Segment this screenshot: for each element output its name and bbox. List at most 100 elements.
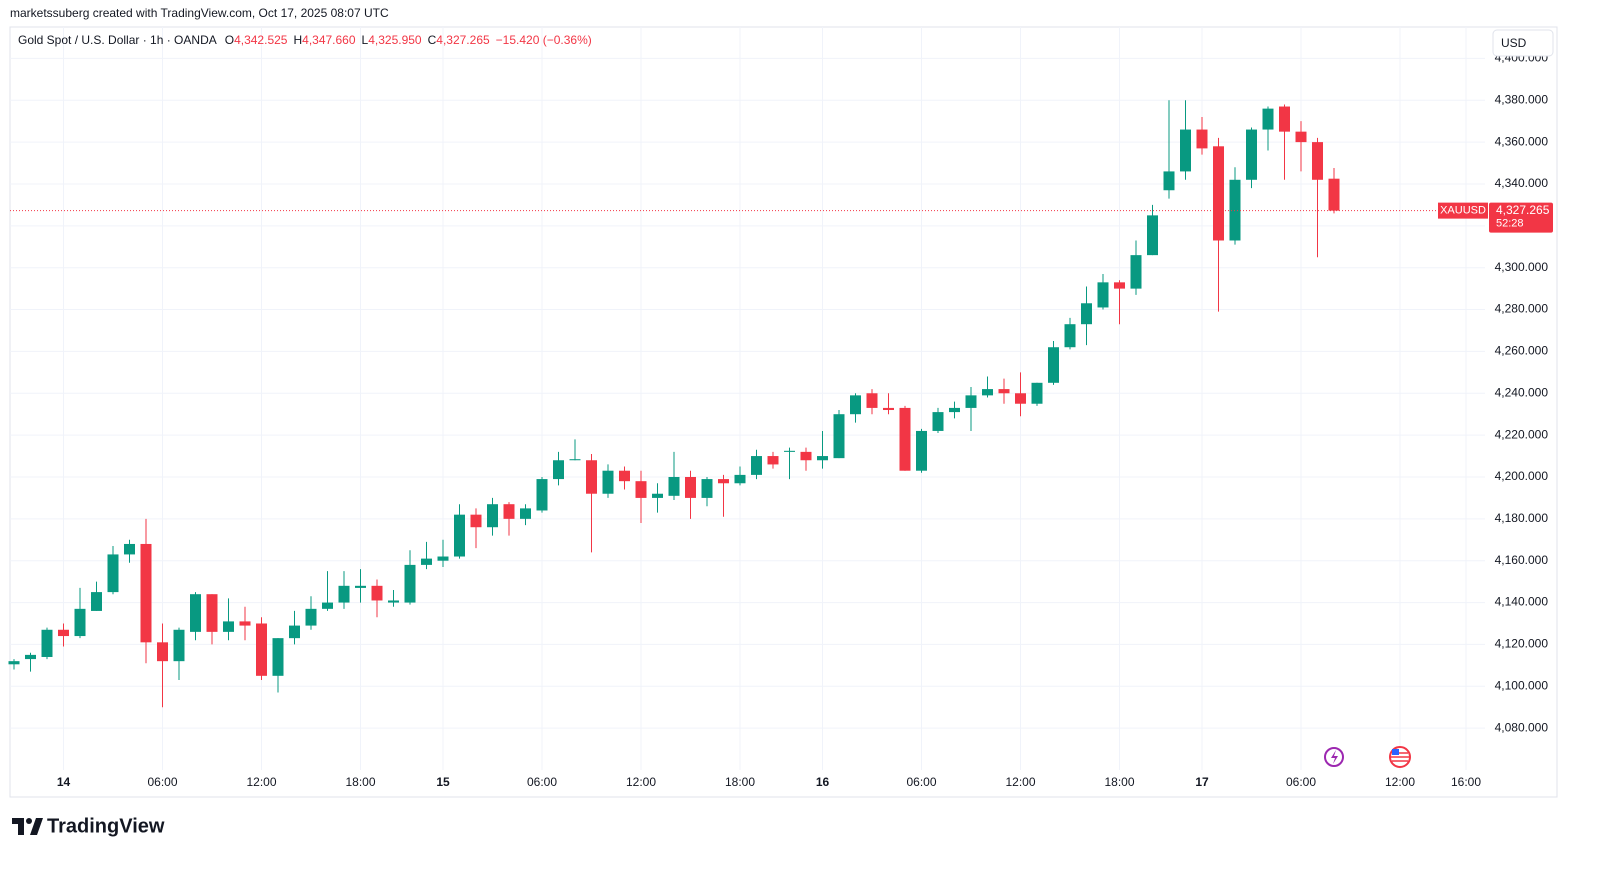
currency-label[interactable]: USD	[1501, 36, 1527, 50]
candle-body	[8, 661, 20, 665]
candle-body	[553, 460, 564, 480]
legend-key: O	[225, 33, 234, 47]
candle-body	[701, 479, 713, 498]
candle-body	[1081, 303, 1092, 325]
x-tick-label: 06:00	[147, 775, 177, 789]
candle-body	[932, 412, 944, 431]
candle-body	[470, 514, 482, 528]
candle-body	[256, 623, 267, 676]
candle-body	[718, 479, 729, 484]
candle-body	[536, 479, 548, 511]
x-tick-label: 12:00	[1005, 775, 1035, 789]
candle-body	[1196, 129, 1208, 149]
candle-body	[58, 629, 69, 637]
y-tick-label: 4,380.000	[1495, 92, 1549, 106]
candle-body	[899, 407, 911, 471]
y-tick-label: 4,300.000	[1495, 260, 1549, 274]
candle-body	[1279, 106, 1290, 132]
x-tick-label: 06:00	[1286, 775, 1316, 789]
candle-body	[949, 407, 960, 413]
candle-body	[833, 414, 845, 459]
candle-body	[866, 393, 878, 408]
legend-title: Gold Spot / U.S. Dollar · 1h · OANDA	[18, 33, 217, 47]
candle-body	[1295, 131, 1307, 143]
candle-body	[1328, 178, 1340, 211]
y-tick-label: 4,140.000	[1495, 595, 1549, 609]
candle-body	[734, 474, 746, 484]
candle-body	[371, 585, 383, 601]
candle-body	[239, 621, 251, 626]
candle-body	[173, 629, 185, 662]
candle-body	[586, 460, 597, 494]
candle-body	[800, 451, 812, 461]
candle-body	[602, 470, 614, 494]
candle-body	[1130, 255, 1142, 289]
legend-key: L	[362, 33, 369, 47]
candle-body	[355, 585, 366, 588]
candle-body	[784, 450, 795, 452]
countdown-label: 52:28	[1496, 218, 1524, 230]
candle-body	[487, 504, 498, 528]
candle-body	[1180, 129, 1191, 172]
y-tick-label: 4,360.000	[1495, 134, 1549, 148]
candle-body	[1312, 142, 1323, 180]
y-tick-label: 4,240.000	[1495, 385, 1549, 399]
candle-body	[1097, 282, 1109, 308]
legend-change: −15.420 (−0.36%)	[496, 33, 592, 47]
symbol-tag	[1438, 202, 1488, 219]
x-tick-label: 12:00	[1385, 775, 1415, 789]
candle-body	[619, 470, 630, 482]
legend-key: C	[428, 33, 437, 47]
y-tick-label: 4,180.000	[1495, 511, 1549, 525]
x-tick-label: 16:00	[1451, 775, 1481, 789]
legend-value: 4,325.950	[368, 33, 422, 47]
logo: TradingView	[12, 815, 165, 837]
candle-body	[437, 556, 449, 561]
candle-body	[41, 629, 53, 657]
legend-value: 4,327.265	[436, 33, 490, 47]
legend-value: 4,342.525	[234, 33, 288, 47]
candle-body	[1015, 393, 1026, 404]
event-icon[interactable]	[1324, 747, 1344, 767]
candle-body	[817, 456, 828, 461]
candle-body	[322, 602, 333, 609]
candle-body	[850, 395, 861, 415]
candle-body	[965, 395, 977, 408]
y-tick-label: 4,200.000	[1495, 469, 1549, 483]
candle-body	[916, 430, 927, 471]
logo-text: TradingView	[47, 815, 165, 837]
candle-body	[74, 608, 86, 637]
candle-body	[272, 638, 284, 676]
candle-body	[338, 585, 350, 603]
candle-body	[25, 654, 36, 660]
x-tick-label: 17	[1195, 775, 1209, 789]
candles	[8, 100, 1340, 708]
candle-body	[140, 543, 152, 643]
candle-body	[223, 621, 234, 632]
y-tick-label: 4,260.000	[1495, 344, 1549, 358]
candle-body	[388, 600, 399, 603]
candle-body	[107, 554, 119, 593]
x-tick-label: 18:00	[725, 775, 755, 789]
price-tag	[1489, 202, 1553, 233]
event-icon-glyph	[1331, 750, 1338, 764]
candle-body	[91, 592, 102, 611]
y-tick-label: 4,160.000	[1495, 553, 1549, 567]
symbol-label: XAUUSD	[1440, 205, 1486, 217]
event-icons	[1324, 746, 1411, 768]
y-tick-label: 4,080.000	[1495, 720, 1549, 734]
candle-body	[1048, 347, 1059, 383]
currency-button[interactable]	[1492, 29, 1554, 57]
candle-body	[157, 642, 168, 662]
flag-canton	[1392, 749, 1399, 755]
candle-body	[289, 625, 300, 639]
candle-body	[1163, 171, 1175, 191]
candle-body	[503, 504, 515, 519]
candle-body	[124, 543, 135, 555]
x-tick-label: 06:00	[527, 775, 557, 789]
candle-body	[883, 407, 894, 411]
candle-body	[668, 476, 680, 496]
attribution: marketssuberg created with TradingView.c…	[10, 6, 389, 20]
candle-body	[454, 514, 465, 557]
